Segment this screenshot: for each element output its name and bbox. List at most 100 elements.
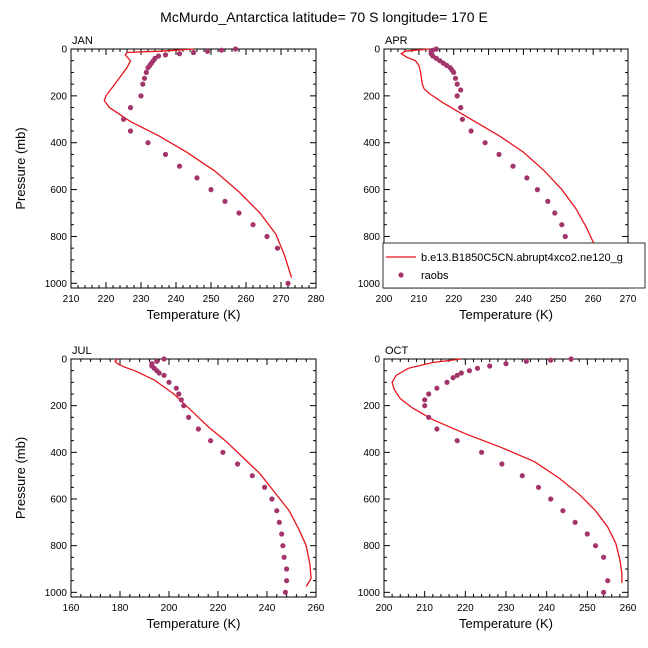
raobs-point	[434, 385, 440, 391]
raobs-point	[173, 385, 179, 391]
raobs-point	[562, 233, 568, 240]
raobs-point	[220, 449, 226, 455]
raobs-point	[264, 233, 270, 240]
x-axis-label: Temperature (K)	[147, 307, 241, 322]
raobs-point	[572, 519, 578, 525]
raobs-point	[138, 93, 144, 99]
x-tick-label: 220	[457, 603, 474, 614]
x-tick-label: 280	[308, 294, 325, 305]
x-tick-label: 210	[63, 294, 80, 305]
raobs-point	[143, 69, 149, 75]
y-tick-label: 0	[61, 355, 67, 366]
y-tick-label: 200	[50, 401, 67, 412]
x-tick-label: 260	[238, 294, 255, 305]
raobs-point	[458, 105, 464, 111]
panel-oct: 200 210 220 230 240 250 260 0 200 400 600 800 1000 OC…	[358, 345, 637, 631]
raobs-point	[559, 222, 565, 228]
panel-apr: 200 210 220 230 240 250 260 270 0 200 400 600 800 100…	[358, 35, 646, 322]
panel-jul: 160 180 200 220 240 260 0 200 400 600 800 1000 JUL Te…	[13, 345, 325, 631]
raobs-point	[176, 51, 183, 57]
raobs-point	[145, 140, 151, 146]
raobs-point	[451, 69, 457, 75]
y-tick-label: 0	[374, 45, 380, 56]
x-tick-label: 220	[445, 294, 462, 305]
raobs-point	[523, 358, 529, 364]
y-tick-label: 600	[363, 495, 380, 506]
raobs-point	[468, 128, 474, 134]
panel-label-apr: APR	[385, 35, 408, 47]
raobs-point	[161, 372, 167, 378]
y-tick-label: 800	[50, 232, 67, 243]
raobs-point	[454, 438, 460, 444]
x-tick-label: 240	[168, 294, 185, 305]
model-profile-line	[391, 358, 623, 583]
x-axis-label: Temperature (K)	[459, 616, 553, 631]
plot-frame	[70, 358, 317, 598]
raobs-point	[454, 93, 460, 99]
raobs-point	[482, 140, 488, 146]
y-tick-label: 200	[50, 91, 67, 102]
raobs-point	[141, 75, 148, 81]
raobs-point	[262, 484, 268, 490]
raobs-point	[534, 187, 541, 193]
raobs-point	[499, 461, 505, 467]
model-profile-line	[400, 48, 625, 277]
x-tick-label: 270	[620, 294, 637, 305]
raobs-point	[208, 187, 214, 193]
raobs-point	[274, 508, 280, 514]
panel-label-jul: JUL	[72, 345, 92, 357]
x-tick-label: 230	[498, 603, 515, 614]
x-tick-label: 260	[308, 603, 325, 614]
raobs-point	[434, 426, 440, 432]
x-axis-label: Temperature (K)	[147, 616, 241, 631]
raobs-point	[479, 449, 485, 455]
y-tick-label: 800	[363, 232, 380, 243]
panel-label-oct: OCT	[385, 345, 409, 357]
legend-obs-label: raobs	[421, 270, 449, 282]
raobs-point	[176, 163, 183, 169]
legend-model-label: b.e13.B1850C5CN.abrupt4xco2.ne120_g	[421, 252, 623, 264]
raobs-point	[584, 531, 590, 537]
raobs-point	[426, 414, 432, 420]
x-tick-label: 210	[411, 294, 428, 305]
raobs-point	[154, 358, 160, 364]
plot-frame	[383, 358, 629, 598]
raobs-point	[222, 198, 228, 204]
x-tick-label: 210	[416, 603, 433, 614]
raobs-point	[284, 578, 290, 584]
raobs-point	[162, 52, 169, 58]
raobs-point	[592, 543, 599, 549]
y-tick-label: 400	[363, 448, 380, 459]
y-tick-label: 600	[50, 185, 67, 196]
y-tick-label: 1000	[358, 588, 381, 599]
model-profile-line	[114, 358, 312, 587]
y-tick-label: 400	[363, 138, 380, 149]
raobs-point	[454, 372, 460, 378]
raobs-point	[269, 496, 275, 502]
y-tick-label: 0	[374, 355, 380, 366]
plot-frame	[70, 48, 317, 289]
y-tick-label: 0	[61, 45, 67, 56]
raobs-point	[176, 391, 182, 397]
y-tick-label: 400	[50, 138, 67, 149]
raobs-point	[458, 87, 464, 93]
raobs-point	[422, 403, 428, 409]
x-tick-label: 250	[550, 294, 567, 305]
panel-label-jan: JAN	[72, 35, 93, 47]
y-tick-label: 1000	[45, 588, 68, 599]
model-profile-line	[103, 48, 293, 278]
raobs-point	[487, 363, 493, 369]
raobs-point	[545, 198, 551, 204]
raobs-point	[249, 473, 255, 479]
raobs-point	[279, 531, 285, 537]
raobs-point	[560, 508, 566, 514]
x-tick-label: 260	[620, 603, 637, 614]
y-tick-label: 1000	[358, 279, 381, 290]
y-tick-label: 600	[363, 185, 380, 196]
raobs-point	[218, 47, 225, 53]
x-tick-label: 200	[376, 603, 393, 614]
figure-title: McMurdo_Antarctica latitude= 70 S longit…	[160, 9, 488, 25]
raobs-point	[450, 375, 456, 381]
